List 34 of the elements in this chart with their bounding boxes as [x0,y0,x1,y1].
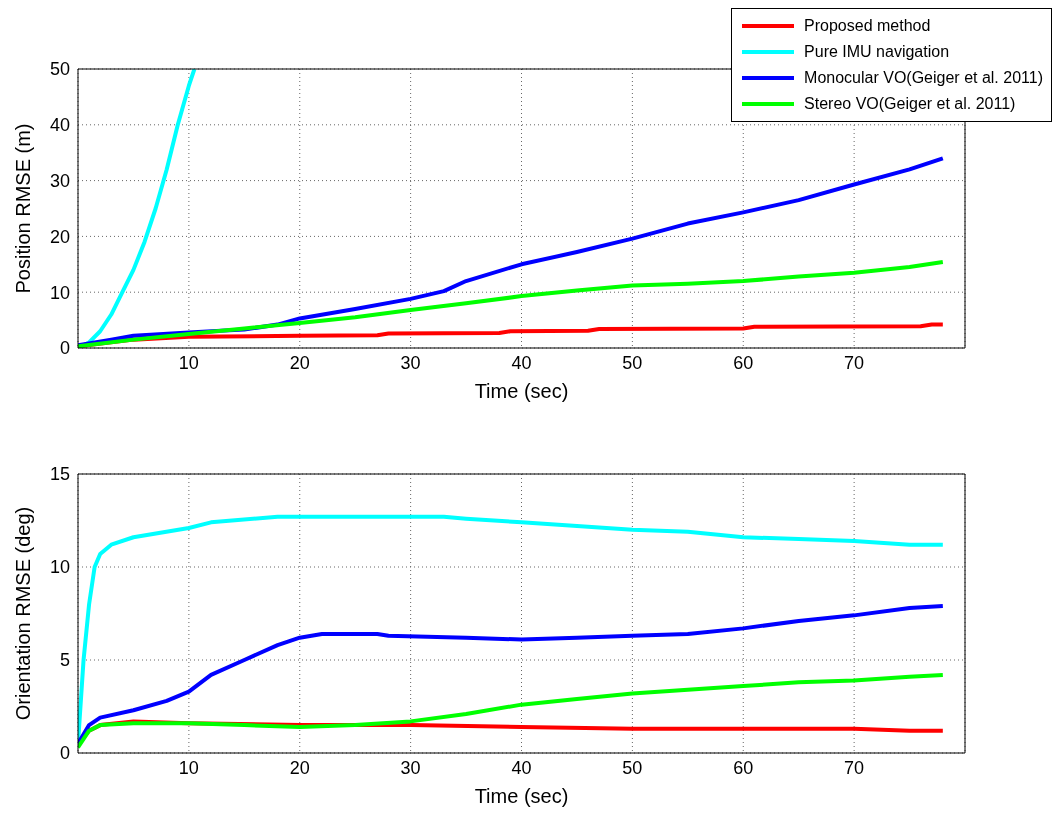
x-tick-label: 60 [733,352,754,373]
y-tick-label: 10 [49,557,70,578]
y-tick-label: 20 [49,226,70,247]
x-tick-label: 70 [844,757,865,778]
y-tick-label: 40 [49,115,70,136]
y-tick-label: 30 [49,170,70,191]
x-axis-title: Time (sec) [474,785,569,807]
x-tick-label: 40 [511,757,532,778]
x-tick-label: 60 [733,757,754,778]
x-axis-title: Time (sec) [474,380,569,402]
x-tick-label: 70 [844,352,865,373]
x-tick-label: 50 [622,352,643,373]
x-tick-label: 40 [511,352,532,373]
x-tick-label: 30 [400,757,421,778]
legend-label: Pure IMU navigation [804,43,950,61]
x-tick-label: 10 [178,757,199,778]
y-tick-label: 50 [49,59,70,80]
x-tick-label: 20 [289,757,310,778]
line-series [78,672,945,750]
y-axis-title: Position RMSE (m) [12,123,35,294]
legend-label: Stereo VO(Geiger et al. 2011) [804,95,1016,113]
line-series [78,260,945,348]
x-tick-label: 10 [178,352,199,373]
y-tick-label: 0 [59,338,70,359]
x-tick-label: 50 [622,757,643,778]
x-tick-label: 20 [289,352,310,373]
legend-label: Monocular VO(Geiger et al. 2011) [804,69,1043,87]
x-tick-label: 30 [400,352,421,373]
legend-label: Proposed method [804,17,931,35]
y-tick-label: 10 [49,282,70,303]
y-tick-label: 15 [49,464,70,485]
y-axis-title: Orientation RMSE (deg) [12,506,35,721]
y-tick-label: 5 [59,650,70,671]
y-tick-label: 0 [59,743,70,764]
